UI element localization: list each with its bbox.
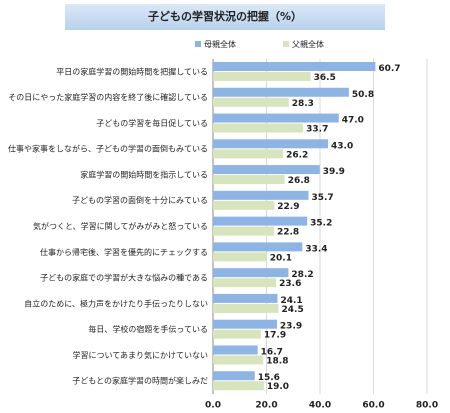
bar: [213, 216, 308, 226]
category-label: 子どもの家庭での学習が大きな悩みの種である: [40, 273, 208, 283]
category-label: 子どもの学習を毎日促している: [96, 118, 208, 128]
bar: [213, 278, 277, 288]
title-box: [65, 4, 385, 30]
category-label: 気がつくと、学習に関してがみがみと怒っている: [33, 221, 208, 231]
value-label: 33.4: [305, 244, 327, 254]
bar: [213, 268, 289, 278]
value-label: 60.7: [378, 64, 400, 74]
bar: [213, 62, 376, 71]
value-label: 22.8: [277, 228, 299, 238]
legend-swatch: [195, 41, 201, 47]
value-label: 20.1: [270, 253, 292, 263]
value-label: 18.8: [266, 356, 288, 366]
category-label: 子どもの学習の面倒を十分にみている: [72, 195, 208, 205]
category-label: 仕事や家事をしながら、子どもの学習の面倒もみている: [8, 144, 208, 154]
bar: [213, 252, 267, 262]
value-label: 39.9: [323, 167, 345, 177]
bar: [213, 190, 309, 200]
legend-swatch: [283, 41, 289, 47]
bar: [213, 293, 278, 303]
bar: [213, 381, 264, 391]
bar: [213, 303, 279, 313]
bar: [213, 329, 261, 339]
value-label: 26.8: [288, 176, 310, 186]
category-label: その日にやった家庭学習の内容を終了後に確認している: [8, 92, 208, 102]
category-label: 平日の家庭学習の開始時間を把握している: [56, 66, 208, 76]
value-label: 36.5: [314, 73, 336, 83]
x-tick-label: 20.0: [255, 401, 277, 411]
bar: [213, 226, 274, 236]
value-label: 24.5: [282, 305, 304, 315]
bar: [213, 200, 275, 210]
legend-label: 母親全体: [204, 39, 236, 49]
category-label: 子どもとの家庭学習の時間が楽しみだ: [72, 376, 208, 386]
chart-title: 子どもの学習状況の把握（%）: [148, 9, 302, 23]
value-label: 43.0: [331, 141, 353, 151]
category-label: 学習についてあまり気にかけていない: [72, 350, 208, 360]
bar: [213, 139, 329, 149]
bar: [213, 165, 320, 175]
legend-label: 父親全体: [292, 39, 324, 49]
value-label: 23.9: [280, 322, 302, 332]
category-label: 家庭学習の開始時間を指示している: [80, 169, 208, 179]
value-label: 23.6: [279, 279, 301, 289]
bar: [213, 371, 255, 381]
value-label: 47.0: [342, 116, 364, 126]
category-label: 毎日、学校の宿題を手伝っている: [88, 324, 208, 334]
x-tick-label: 0.0: [205, 401, 221, 411]
value-label: 19.0: [267, 382, 289, 392]
value-label: 24.1: [280, 296, 302, 306]
value-label: 26.2: [286, 150, 308, 160]
x-tick-label: 80.0: [416, 401, 438, 411]
bar: [213, 345, 258, 355]
bar: [213, 242, 303, 252]
bar: [213, 149, 284, 159]
bar: [213, 113, 339, 123]
bar: [213, 355, 264, 365]
value-label: 22.9: [277, 202, 299, 212]
category-label: 仕事から帰宅後、学習を優先的にチェックする: [40, 247, 208, 257]
value-label: 15.6: [258, 373, 280, 383]
x-tick-label: 40.0: [309, 401, 331, 411]
value-label: 16.7: [261, 347, 283, 357]
value-label: 35.7: [311, 193, 333, 203]
bar: [213, 97, 289, 107]
bar: [213, 87, 349, 97]
bar: [213, 175, 285, 185]
value-label: 50.8: [352, 90, 374, 100]
value-label: 35.2: [310, 219, 332, 229]
value-label: 33.7: [306, 125, 328, 135]
bar: [213, 319, 277, 329]
value-label: 28.2: [291, 270, 313, 280]
value-label: 28.3: [292, 99, 314, 109]
value-label: 17.9: [264, 331, 286, 341]
bar: [213, 123, 304, 133]
category-label: 自立のために、極力声をかけたり手伝ったりしない: [24, 298, 208, 308]
x-tick-label: 60.0: [362, 401, 384, 411]
bar: [213, 72, 311, 81]
